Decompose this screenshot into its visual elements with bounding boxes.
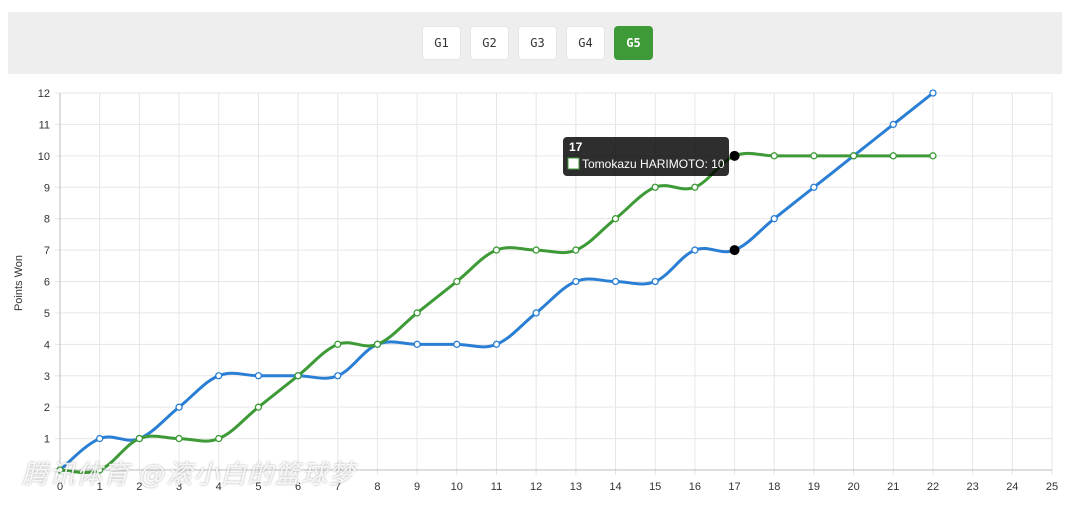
- tooltip: 17 Tomokazu HARIMOTO: 10: [563, 137, 729, 176]
- x-tick-label: 12: [530, 481, 542, 493]
- x-tick-label: 4: [216, 481, 222, 493]
- x-tick-label: 0: [57, 481, 63, 493]
- data-point[interactable]: [175, 434, 183, 443]
- tooltip-text: Tomokazu HARIMOTO: 10: [582, 157, 725, 171]
- x-tick-label: 22: [927, 481, 939, 493]
- data-point[interactable]: [373, 340, 382, 348]
- x-tick-label: 2: [136, 481, 142, 493]
- data-point[interactable]: [532, 309, 540, 317]
- x-tick-label: 18: [768, 481, 780, 493]
- y-tick-label: 2: [44, 402, 50, 414]
- y-tick-label: 10: [38, 151, 50, 163]
- y-tick-label: 11: [39, 119, 50, 131]
- x-tick-label: 25: [1046, 481, 1058, 493]
- x-tick-label: 24: [1006, 481, 1018, 493]
- data-point[interactable]: [691, 246, 699, 254]
- data-point[interactable]: [254, 403, 263, 411]
- y-tick-label: 3: [44, 371, 50, 383]
- y-tick-label: 6: [44, 277, 50, 289]
- data-point[interactable]: [770, 152, 778, 160]
- x-tick-label: 1: [97, 481, 103, 493]
- tab-g1[interactable]: G1: [422, 26, 461, 60]
- data-point[interactable]: [413, 340, 421, 348]
- series-points: [56, 89, 937, 474]
- x-tick-label: 16: [689, 481, 701, 493]
- data-point[interactable]: [572, 277, 580, 286]
- tooltip-swatch: [567, 157, 580, 170]
- data-point[interactable]: [651, 183, 659, 191]
- axes: [59, 93, 1052, 471]
- y-tick-label: 1: [44, 434, 50, 446]
- x-tick-label: 13: [570, 481, 582, 493]
- data-point[interactable]: [492, 340, 501, 348]
- data-point[interactable]: [729, 245, 740, 256]
- tooltip-title: 17: [569, 140, 583, 154]
- y-axis-label: Points Won: [13, 255, 25, 311]
- x-tick-label: 14: [609, 481, 621, 493]
- x-tick-label: 21: [887, 481, 899, 493]
- data-point[interactable]: [294, 372, 302, 380]
- data-point[interactable]: [810, 183, 818, 191]
- data-point[interactable]: [691, 183, 699, 191]
- x-tick-label: 10: [451, 481, 463, 493]
- data-point[interactable]: [849, 152, 858, 160]
- data-point[interactable]: [729, 150, 740, 161]
- tab-g3[interactable]: G3: [518, 26, 557, 60]
- x-tick-label: 7: [335, 481, 341, 493]
- y-tick-label: 5: [44, 308, 50, 320]
- game-tabs: G1 G2 G3 G4 G5: [422, 26, 653, 60]
- data-point[interactable]: [611, 277, 620, 286]
- data-point[interactable]: [453, 277, 461, 286]
- tab-g2[interactable]: G2: [470, 26, 509, 60]
- y-tick-label: 7: [44, 245, 50, 257]
- data-point[interactable]: [532, 246, 540, 254]
- x-tick-label: 9: [414, 481, 420, 493]
- data-point[interactable]: [215, 434, 223, 443]
- x-tick-label: 19: [808, 481, 820, 493]
- tab-g5[interactable]: G5: [614, 26, 653, 60]
- x-tick-label: 8: [374, 481, 380, 493]
- data-point[interactable]: [572, 246, 580, 254]
- data-point[interactable]: [413, 309, 421, 317]
- data-point[interactable]: [611, 215, 620, 223]
- data-point[interactable]: [492, 246, 501, 254]
- tooltip-box: [563, 137, 729, 176]
- data-point[interactable]: [889, 120, 897, 129]
- y-tick-label: 12: [38, 88, 50, 100]
- tick-labels: 0 1 2 3 4 5 6 7 8 9 10 11 12 13 14 15 16 17 18 19 20 21 22 23 24…: [38, 88, 1058, 493]
- data-point[interactable]: [770, 215, 778, 223]
- data-point[interactable]: [810, 152, 818, 160]
- watermark: 腾讯体育 @滚小白的篮球梦: [22, 460, 356, 490]
- data-point[interactable]: [254, 372, 263, 380]
- x-tick-label: 17: [728, 481, 740, 493]
- x-tick-label: 3: [176, 481, 182, 493]
- data-point[interactable]: [96, 434, 104, 443]
- data-point[interactable]: [334, 372, 342, 380]
- data-point[interactable]: [651, 277, 659, 286]
- data-point[interactable]: [56, 466, 64, 474]
- data-point[interactable]: [334, 340, 342, 348]
- x-tick-label: 23: [967, 481, 979, 493]
- data-point[interactable]: [215, 372, 223, 380]
- x-tick-label: 20: [847, 481, 859, 493]
- data-point[interactable]: [929, 152, 937, 160]
- x-tick-label: 6: [295, 481, 301, 493]
- y-tick-label: 4: [44, 339, 50, 351]
- x-tick-label: 15: [649, 481, 661, 493]
- y-tick-label: 8: [44, 214, 50, 226]
- data-point[interactable]: [175, 403, 183, 411]
- grid-lines: [55, 92, 1053, 475]
- data-point[interactable]: [929, 89, 937, 97]
- tab-g4[interactable]: G4: [566, 26, 605, 60]
- x-tick-label: 11: [491, 481, 502, 493]
- x-tick-label: 5: [255, 481, 261, 493]
- data-point[interactable]: [889, 152, 897, 160]
- y-tick-label: 9: [44, 182, 50, 194]
- data-point[interactable]: [453, 340, 461, 348]
- data-point[interactable]: [96, 466, 104, 474]
- data-point[interactable]: [135, 434, 144, 443]
